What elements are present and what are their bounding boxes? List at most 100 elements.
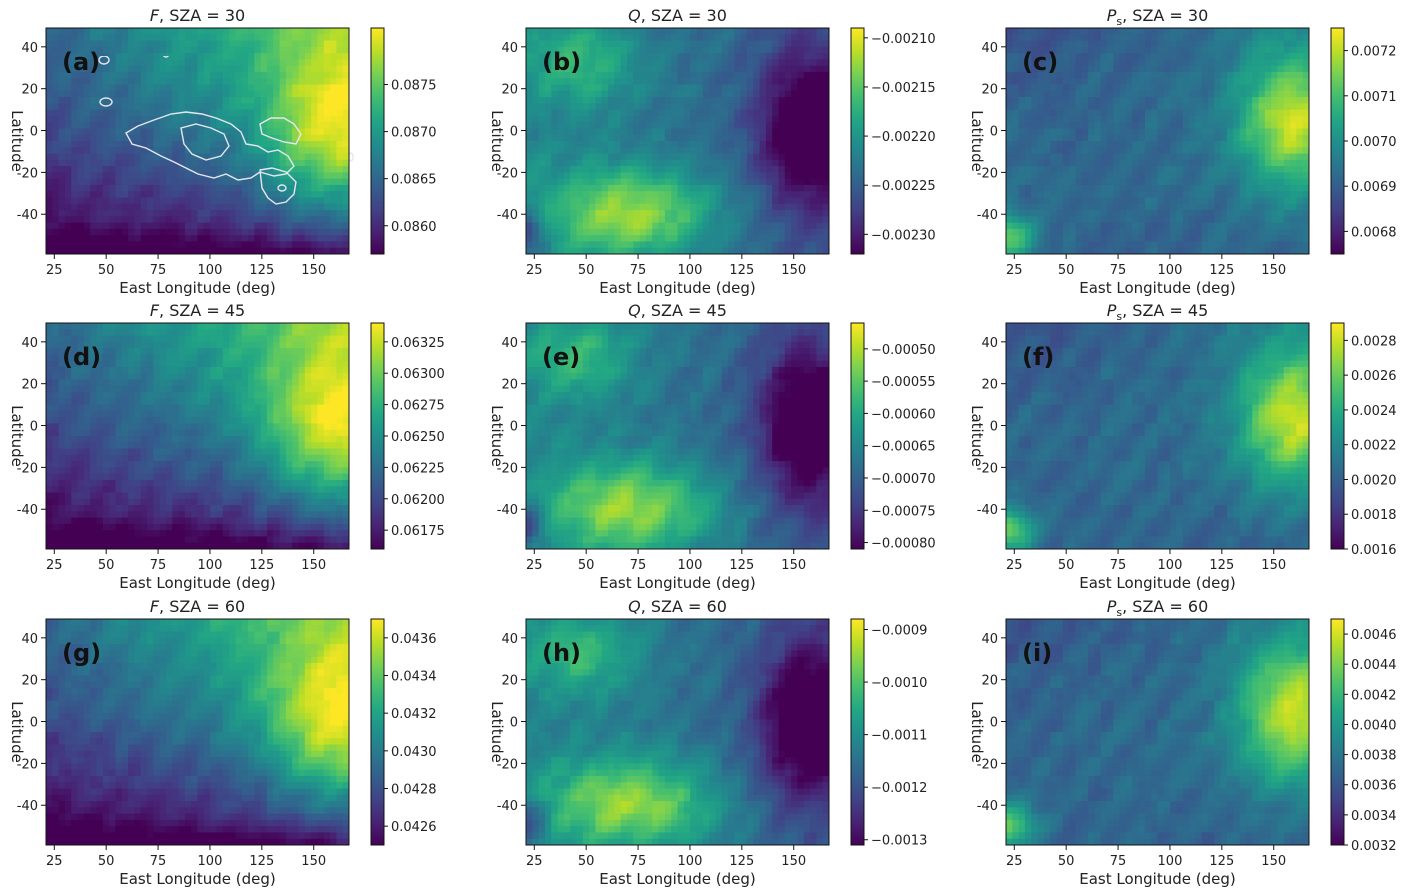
heatmap-cell [797, 198, 804, 205]
heatmap-cell [78, 91, 85, 98]
heatmap-cell [1290, 198, 1297, 205]
heatmap-cell [317, 229, 324, 236]
heatmap-cell [766, 41, 773, 48]
heatmap-cell [71, 172, 78, 179]
heatmap-cell [633, 198, 640, 205]
heatmap-cell [1139, 91, 1146, 98]
heatmap-cell [1296, 128, 1303, 135]
heatmap-cell [134, 128, 141, 135]
heatmap-cell [633, 72, 640, 79]
heatmap-cell [614, 91, 621, 98]
heatmap-cell [191, 191, 198, 198]
heatmap-cell [715, 47, 722, 54]
heatmap-cell [728, 191, 735, 198]
heatmap-cell [640, 116, 647, 123]
heatmap-cell [198, 179, 205, 186]
heatmap-cell [1277, 59, 1284, 66]
heatmap-cell [1075, 141, 1082, 148]
heatmap-cell [324, 34, 331, 41]
heatmap-cell [141, 160, 148, 167]
heatmap-cell [59, 41, 66, 48]
heatmap-cell [1063, 72, 1070, 79]
heatmap-cell [1107, 116, 1114, 123]
heatmap-cell [153, 34, 160, 41]
heatmap-cell [1145, 91, 1152, 98]
heatmap-cell [583, 28, 590, 35]
heatmap-cell [324, 210, 331, 217]
heatmap-cell [324, 41, 331, 48]
heatmap-cell [1221, 34, 1228, 41]
heatmap-cell [665, 198, 672, 205]
heatmap-cell [709, 216, 716, 223]
heatmap-cell [1183, 172, 1190, 179]
heatmap-cell [659, 128, 666, 135]
heatmap-cell [166, 147, 173, 154]
heatmap-cell [336, 172, 343, 179]
heatmap-cell [1195, 66, 1202, 73]
heatmap-cell [1265, 179, 1272, 186]
heatmap-cell [1164, 91, 1171, 98]
heatmap-cell [1208, 41, 1215, 48]
heatmap-cell [273, 72, 280, 79]
heatmap-cell [1221, 66, 1228, 73]
heatmap-cell [779, 223, 786, 230]
heatmap-cell [1088, 122, 1095, 129]
heatmap-cell [1075, 204, 1082, 211]
heatmap-cell [103, 141, 110, 148]
heatmap-cell [1240, 78, 1247, 85]
heatmap-cell [1120, 34, 1127, 41]
heatmap-cell [539, 166, 546, 173]
heatmap-cell [1227, 191, 1234, 198]
heatmap-cell [1252, 172, 1259, 179]
heatmap-cell [760, 47, 767, 54]
heatmap-cell [90, 210, 97, 217]
heatmap-cell [804, 85, 811, 92]
heatmap-cell [1050, 28, 1057, 35]
heatmap-cell [715, 78, 722, 85]
heatmap-cell [1113, 166, 1120, 173]
heatmap-cell [1259, 166, 1266, 173]
heatmap-cell [1284, 166, 1291, 173]
heatmap-cell [1176, 122, 1183, 129]
heatmap-cell [526, 110, 533, 117]
heatmap-cell [1265, 72, 1272, 79]
heatmap-cell [1221, 198, 1228, 205]
heatmap-cell [1082, 204, 1089, 211]
heatmap-cell [772, 135, 779, 142]
heatmap-cell [709, 204, 716, 211]
heatmap-cell [147, 53, 154, 60]
heatmap-cell [627, 204, 634, 211]
heatmap-cell [779, 241, 786, 248]
heatmap-cell [715, 91, 722, 98]
heatmap-cell [589, 66, 596, 73]
heatmap-cell [1006, 191, 1013, 198]
heatmap-cell [311, 128, 318, 135]
heatmap-cell [1227, 166, 1234, 173]
heatmap-cell [671, 166, 678, 173]
heatmap-cell [128, 78, 135, 85]
heatmap-cell [1265, 91, 1272, 98]
heatmap-cell [1107, 85, 1114, 92]
heatmap-cell [1202, 204, 1209, 211]
heatmap-cell [1038, 41, 1045, 48]
heatmap-cell [722, 241, 729, 248]
heatmap-cell [78, 210, 85, 217]
heatmap-cell [1208, 204, 1215, 211]
heatmap-cell [204, 97, 211, 104]
heatmap-cell [810, 34, 817, 41]
heatmap-cell [166, 91, 173, 98]
heatmap-cell [690, 166, 697, 173]
heatmap-cell [109, 191, 116, 198]
heatmap-cell [526, 97, 533, 104]
heatmap-cell [223, 204, 230, 211]
heatmap-cell [324, 223, 331, 230]
heatmap-cell [286, 72, 293, 79]
heatmap-cell [722, 66, 729, 73]
heatmap-cell [602, 229, 609, 236]
heatmap-cell [1195, 122, 1202, 129]
heatmap-cell [59, 78, 66, 85]
heatmap-cell [577, 103, 584, 110]
heatmap-cell [621, 78, 628, 85]
heatmap-cell [172, 166, 179, 173]
heatmap-cell [242, 185, 249, 192]
